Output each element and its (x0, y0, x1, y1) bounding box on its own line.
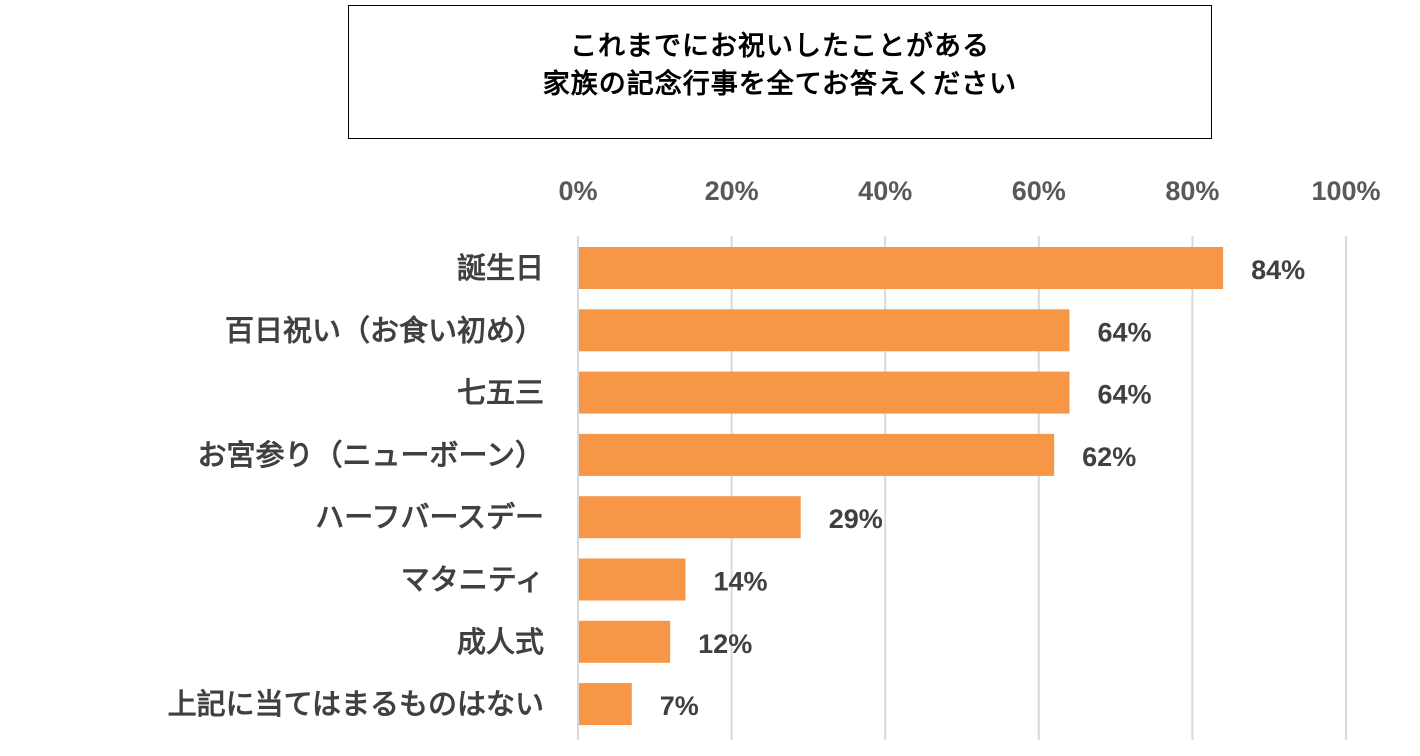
x-tick-label-80: 80% (1165, 176, 1219, 206)
x-tick-label-0: 0% (558, 176, 597, 206)
category-label-0: 誕生日 (457, 251, 544, 285)
category-label-4: ハーフバースデー (315, 500, 544, 534)
bar-2 (579, 371, 1070, 414)
chart-title-box: これまでにお祝いしたことがある 家族の記念行事を全てお答えください (348, 5, 1212, 139)
bar-1 (579, 309, 1070, 352)
value-label-4: 29% (829, 504, 883, 534)
category-label-6: 成人式 (457, 625, 544, 659)
x-tick-label-20: 20% (705, 176, 759, 206)
category-label-5: マタニティ (401, 563, 544, 597)
category-label-7: 上記に当てはまるものはない (168, 687, 544, 721)
x-tick-label-100: 100% (1311, 176, 1380, 206)
x-tick-label-40: 40% (858, 176, 912, 206)
chart-title-line-2: 家族の記念行事を全てお答えください (542, 69, 1018, 100)
value-label-3: 62% (1082, 442, 1136, 472)
value-label-2: 64% (1098, 380, 1152, 410)
value-label-1: 64% (1098, 317, 1152, 347)
bar-5 (579, 558, 686, 601)
chart-title-line-1: これまでにお祝いしたことがある (570, 31, 990, 62)
value-labels: 84% 64% 64% 62% 29% 14% 12% 7% (660, 255, 1305, 721)
bars (579, 247, 1224, 726)
value-label-7: 7% (660, 691, 699, 721)
category-label-3: お宮参り（ニューボーン） (197, 438, 544, 472)
category-label-2: 七五三 (457, 376, 544, 410)
category-label-1: 百日祝い（お食い初め） (225, 313, 544, 347)
value-label-6: 12% (698, 629, 752, 659)
x-axis-tick-labels: 0% 20% 40% 60% 80% 100% (558, 176, 1380, 206)
bar-0 (579, 247, 1224, 289)
value-label-0: 84% (1251, 255, 1305, 285)
bar-4 (579, 496, 801, 539)
bar-7 (579, 683, 632, 726)
x-tick-label-60: 60% (1012, 176, 1066, 206)
value-label-5: 14% (714, 567, 768, 597)
bar-3 (579, 433, 1055, 476)
bar-6 (579, 620, 671, 663)
